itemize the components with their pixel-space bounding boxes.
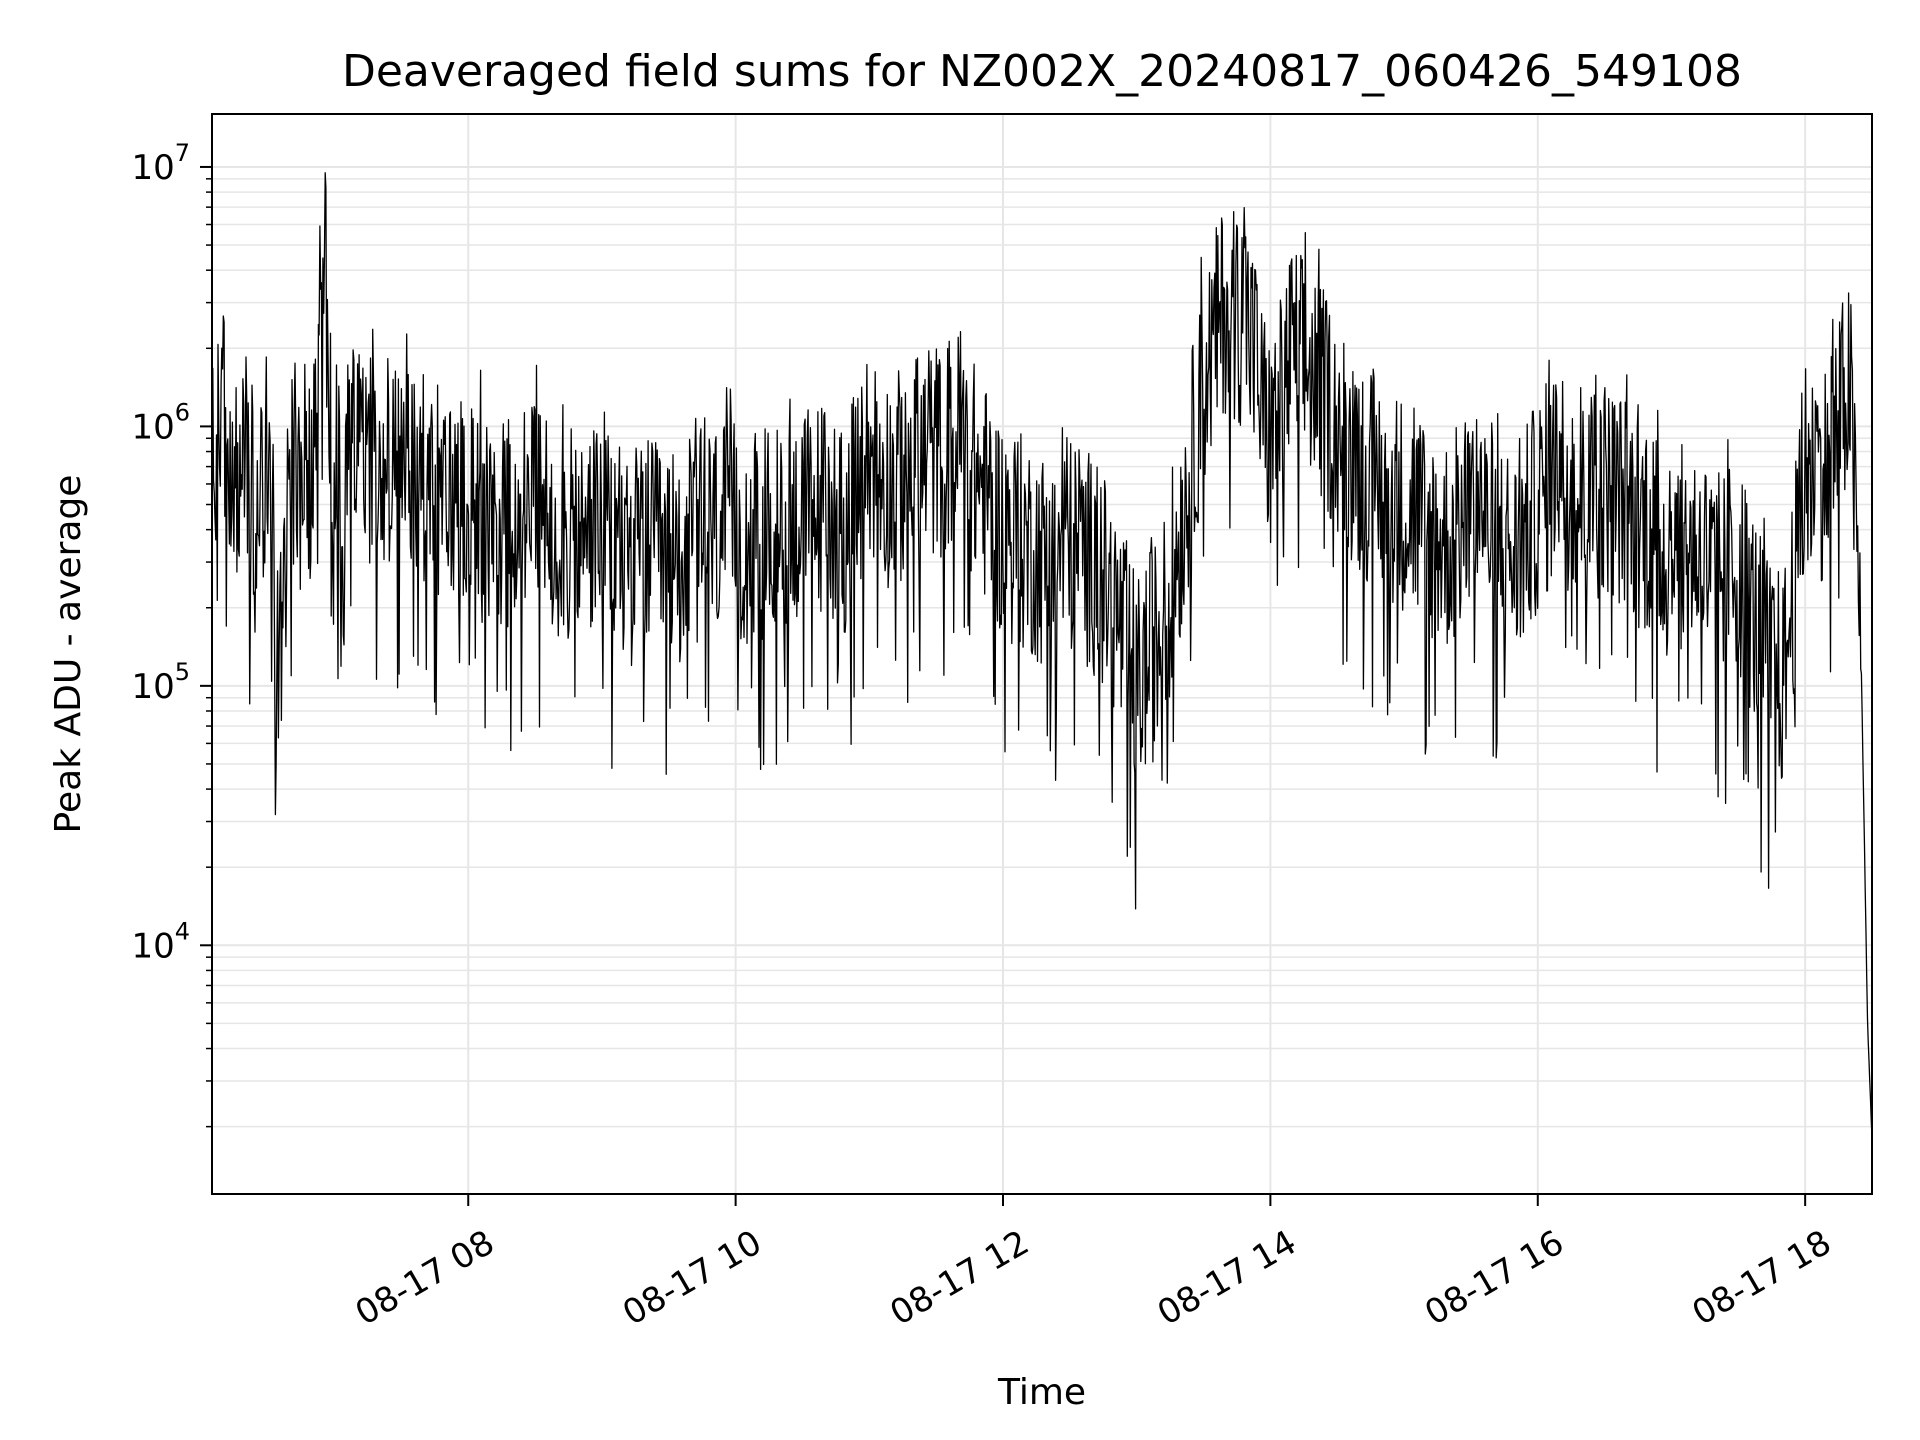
- x-axis-label: Time: [997, 1372, 1086, 1413]
- y-tick-exponent: 4: [175, 917, 190, 945]
- y-tick-exponent: 5: [175, 658, 190, 686]
- y-tick-base: 10: [131, 667, 174, 707]
- y-tick-label: 105: [131, 658, 190, 707]
- y-tick-base: 10: [131, 407, 174, 447]
- y-tick-base: 10: [131, 926, 174, 966]
- y-tick-label: 107: [131, 139, 190, 188]
- chart-title: Deaveraged field sums for NZ002X_2024081…: [342, 46, 1742, 97]
- plot-area: [211, 172, 1873, 1139]
- y-tick-label: 104: [131, 917, 190, 966]
- plot-frame: [211, 113, 1873, 1195]
- y-tick-exponent: 7: [175, 139, 190, 167]
- y-axis-label: Peak ADU - average: [48, 475, 89, 834]
- y-tick-label: 106: [131, 398, 190, 447]
- y-tick-base: 10: [131, 148, 174, 188]
- grid: [212, 114, 1872, 1194]
- y-tick-exponent: 6: [175, 398, 190, 426]
- series-line: [211, 172, 1873, 1139]
